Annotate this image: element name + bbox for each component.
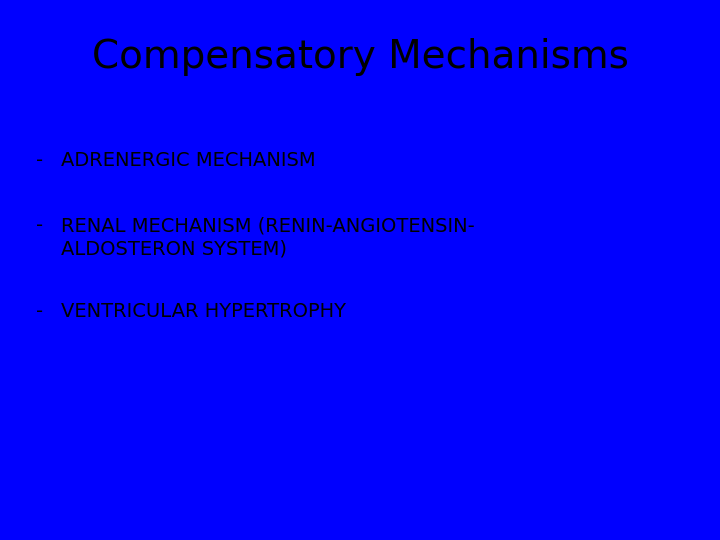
Text: RENAL MECHANISM (RENIN-ANGIOTENSIN-
ALDOSTERON SYSTEM): RENAL MECHANISM (RENIN-ANGIOTENSIN- ALDO… <box>61 216 475 259</box>
Text: -: - <box>36 151 43 170</box>
Text: ADRENERGIC MECHANISM: ADRENERGIC MECHANISM <box>61 151 316 170</box>
Text: Compensatory Mechanisms: Compensatory Mechanisms <box>91 38 629 76</box>
Text: -: - <box>36 216 43 235</box>
Text: VENTRICULAR HYPERTROPHY: VENTRICULAR HYPERTROPHY <box>61 302 346 321</box>
Text: -: - <box>36 302 43 321</box>
